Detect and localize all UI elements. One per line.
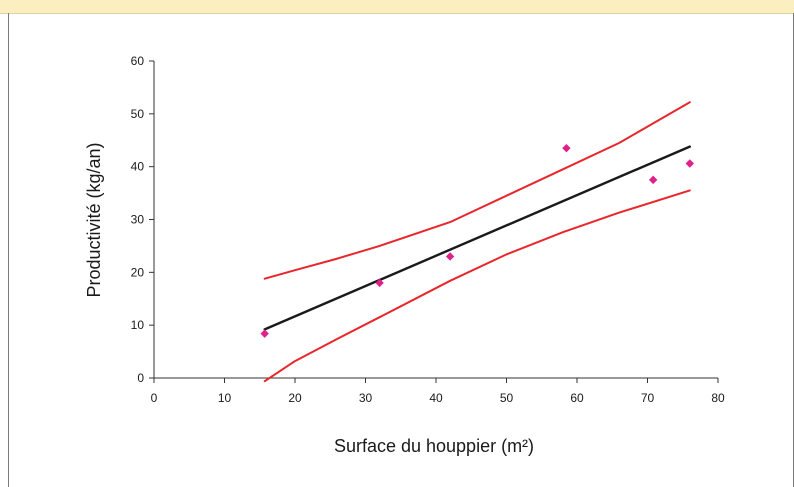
lower-band-line	[263, 189, 691, 383]
header-band	[0, 0, 794, 14]
y-tick-label: 60	[131, 54, 145, 68]
x-tick-label: 70	[641, 391, 655, 405]
x-tick-label: 40	[429, 391, 443, 405]
data-point-marker	[260, 329, 269, 338]
data-point-marker	[375, 278, 384, 288]
data-point-marker	[648, 175, 658, 185]
y-tick-label: 20	[131, 265, 145, 279]
y-tick-label: 30	[131, 213, 145, 227]
data-point-marker	[562, 143, 571, 153]
series-lines	[263, 101, 691, 383]
axes-group: 0 10 20 30 40 50 60 0 10 20 30 40 50 60 70 80	[131, 54, 725, 405]
x-tick-label: 0	[151, 391, 158, 405]
x-tick-label: 30	[359, 391, 373, 405]
x-tick-label: 60	[570, 391, 584, 405]
upper-band-line	[263, 101, 691, 280]
fit-line	[263, 145, 691, 331]
x-tick-label: 20	[288, 391, 302, 405]
series-points	[260, 143, 694, 338]
x-tick-label: 10	[218, 391, 232, 405]
x-axis-title: Surface du houppier (m²)	[334, 436, 534, 456]
x-tick-label: 80	[711, 391, 725, 405]
y-tick-label: 40	[131, 160, 145, 174]
y-tick-label: 50	[131, 107, 145, 121]
y-axis-title: Productivité (kg/an)	[84, 142, 104, 297]
y-tick-label: 10	[131, 318, 145, 332]
x-tick-label: 50	[500, 391, 514, 405]
data-point-marker	[685, 159, 694, 168]
frame-left-border	[8, 13, 9, 487]
data-point-marker	[445, 252, 455, 261]
y-tick-label: 0	[137, 371, 144, 385]
